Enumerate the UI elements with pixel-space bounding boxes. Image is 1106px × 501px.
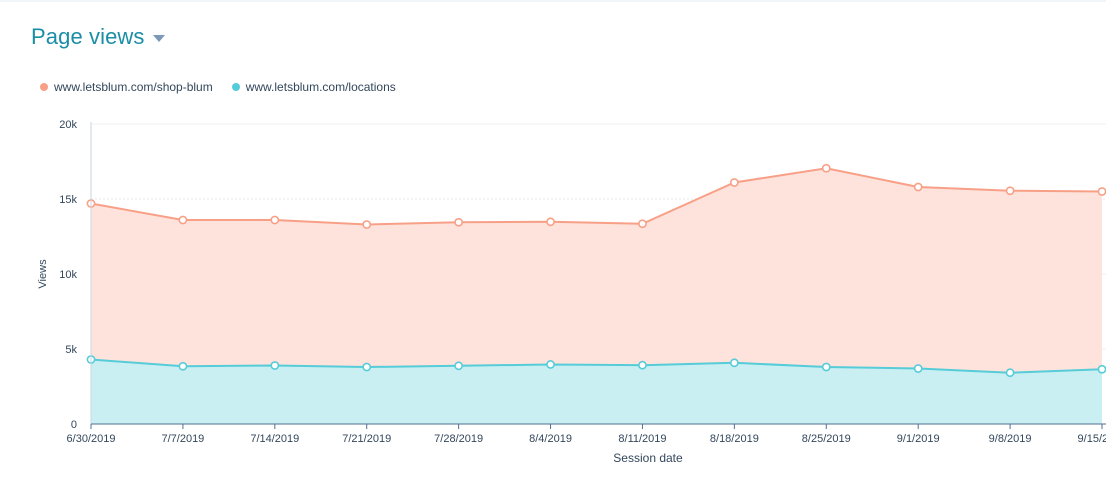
series-line-locations	[90, 358, 1103, 374]
x-tick-label: 7/14/2019	[250, 433, 299, 445]
data-point-shop-blum[interactable]	[729, 178, 739, 187]
x-tick-label: 9/8/2019	[989, 433, 1032, 445]
data-point-locations[interactable]	[638, 360, 647, 370]
data-point-locations[interactable]	[1005, 368, 1015, 378]
y-tick-label: 10k	[59, 269, 77, 281]
data-point-shop-blum[interactable]	[546, 217, 555, 227]
data-point-shop-blum[interactable]	[1005, 186, 1015, 196]
y-tick-label: 15k	[59, 194, 77, 206]
x-tick-label: 8/11/2019	[618, 433, 666, 445]
chart-header[interactable]: Page views	[31, 24, 165, 50]
series-line-shop-blum	[90, 167, 1103, 226]
data-point-locations[interactable]	[546, 360, 555, 369]
series-area-shop-blum	[91, 168, 1102, 424]
chart-legend: www.letsblum.com/shop-blum www.letsblum.…	[40, 80, 415, 94]
x-tick-label: 7/28/2019	[434, 433, 483, 445]
y-tick-label: 5k	[65, 344, 77, 356]
x-tick-label: 9/1/2019	[897, 433, 940, 445]
x-tick-label: 7/7/2019	[161, 433, 204, 445]
x-tick-label: 8/25/2019	[802, 433, 851, 445]
x-axis-title: Session date	[613, 451, 683, 465]
data-point-locations[interactable]	[270, 361, 280, 370]
legend-item-locations[interactable]: www.letsblum.com/locations	[231, 80, 396, 94]
y-tick-label: 20k	[59, 119, 77, 131]
y-tick-label: 0	[71, 419, 77, 431]
legend-item-shop-blum[interactable]: www.letsblum.com/shop-blum	[40, 80, 213, 94]
data-point-shop-blum[interactable]	[821, 163, 831, 173]
y-axis-title: Views	[37, 259, 49, 289]
data-point-locations[interactable]	[362, 362, 372, 372]
data-point-shop-blum[interactable]	[913, 182, 923, 192]
chart-title[interactable]: Page views	[31, 24, 145, 49]
data-point-locations[interactable]	[178, 361, 188, 371]
caret-down-icon[interactable]	[152, 34, 165, 42]
x-tick-label: 8/18/2019	[710, 433, 759, 445]
legend-dot-icon	[40, 83, 48, 91]
legend-dot-icon	[231, 83, 240, 91]
series-area-locations	[91, 359, 1102, 424]
data-point-locations[interactable]	[454, 361, 464, 371]
x-tick-label: 6/30/2019	[67, 433, 116, 445]
top-divider	[0, 0, 1106, 2]
legend-label: www.letsblum.com/locations	[245, 80, 396, 94]
data-point-locations[interactable]	[729, 358, 739, 368]
x-tick-label: 8/4/2019	[529, 433, 572, 445]
legend-label: www.letsblum.com/shop-blum	[54, 80, 213, 94]
data-point-shop-blum[interactable]	[638, 219, 647, 229]
data-point-shop-blum[interactable]	[1097, 187, 1106, 196]
data-point-locations[interactable]	[1097, 364, 1106, 374]
data-point-shop-blum[interactable]	[362, 220, 372, 229]
x-tick-label: 9/15/2019	[1078, 433, 1106, 445]
data-point-shop-blum[interactable]	[178, 215, 188, 225]
data-point-shop-blum[interactable]	[454, 217, 464, 227]
data-point-shop-blum[interactable]	[270, 215, 280, 225]
data-point-locations[interactable]	[913, 364, 923, 373]
x-tick-label: 7/21/2019	[342, 433, 391, 445]
data-point-locations[interactable]	[821, 362, 831, 372]
